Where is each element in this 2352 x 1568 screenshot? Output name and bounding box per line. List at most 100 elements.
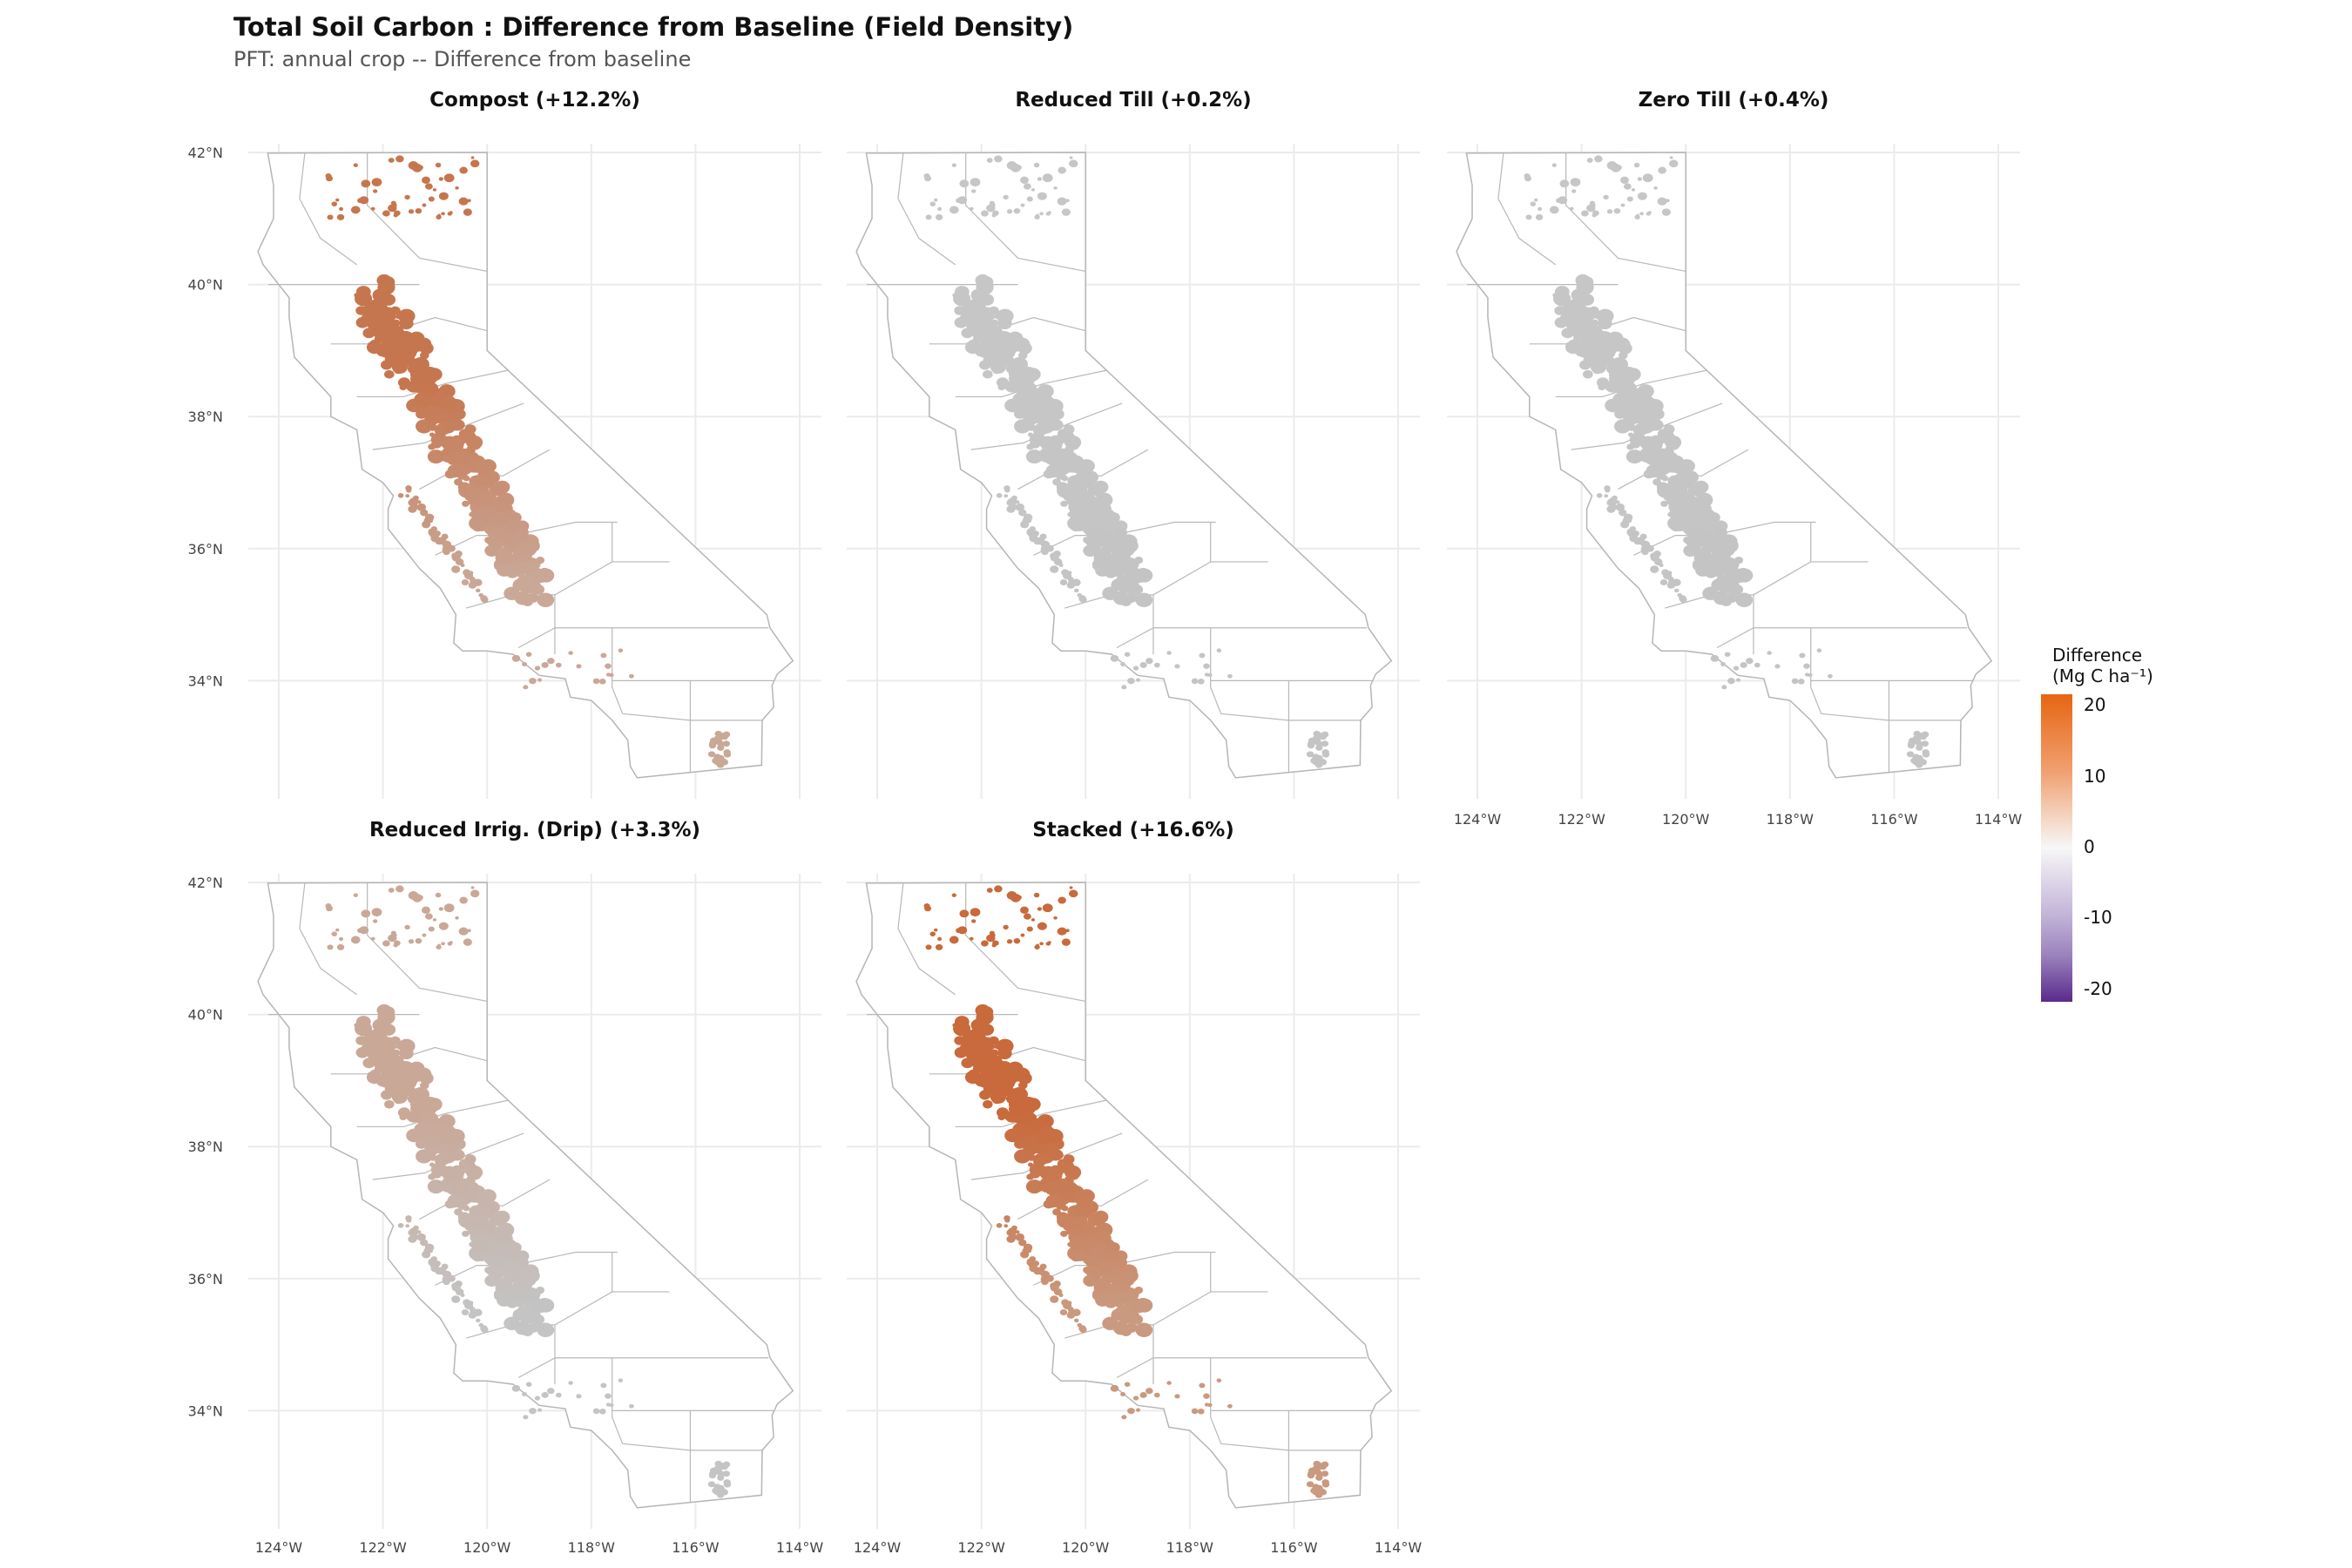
crop-cell: [1707, 554, 1716, 561]
crop-cell: [522, 662, 527, 667]
crop-cell: [1050, 554, 1059, 562]
crop-cell: [1199, 652, 1206, 659]
crop-cell: [1120, 662, 1125, 667]
crop-cell: [1670, 488, 1685, 501]
crop-cell: [1093, 1278, 1109, 1291]
crop-cell: [1166, 1381, 1172, 1385]
crop-cell: [1631, 188, 1636, 192]
crop-cell: [1567, 306, 1582, 319]
crop-cell: [1318, 1488, 1326, 1495]
crop-cell: [416, 1233, 427, 1241]
crop-cell: [1581, 210, 1589, 217]
crop-cell: [980, 1025, 988, 1031]
crop-cell: [1799, 652, 1806, 659]
crop-cell: [1227, 1403, 1233, 1409]
crop-cell: [368, 306, 383, 319]
crop-cell: [378, 323, 390, 333]
chart-title: Total Soil Carbon : Difference from Base…: [233, 12, 1074, 42]
crop-cell: [469, 571, 474, 575]
crop-cell: [357, 198, 364, 204]
crop-cell: [537, 1298, 555, 1313]
county-boundary: [612, 1357, 624, 1444]
crop-cell: [1042, 903, 1053, 913]
crop-cell: [951, 163, 956, 167]
crop-cell: [1648, 418, 1664, 431]
crop-cell: [983, 1044, 991, 1051]
crop-cell: [451, 554, 461, 562]
y-tick-label: 38°N: [188, 1139, 223, 1155]
crop-cell: [467, 1177, 476, 1185]
crop-cell: [374, 1063, 381, 1068]
crop-cell: [441, 1263, 449, 1270]
crop-cell: [980, 295, 988, 301]
x-tick-label: 116°W: [1870, 811, 1918, 828]
crop-cell: [959, 909, 970, 918]
crop-cell: [384, 369, 395, 379]
x-tick-label: 118°W: [1166, 1539, 1214, 1556]
crop-cell: [1639, 212, 1644, 216]
crop-cell: [1620, 176, 1629, 184]
crop-cell: [1576, 280, 1594, 295]
crop-cell: [1051, 449, 1069, 464]
crop-cell: [1695, 501, 1709, 513]
crop-cell: [1020, 906, 1029, 914]
crop-cell: [1092, 480, 1109, 494]
crop-cell: [449, 418, 465, 431]
crop-cell: [555, 662, 562, 668]
crop-cell: [370, 206, 375, 211]
map-panel: 124°W 122°W 120°W 118°W 116°W 114°W: [847, 874, 1422, 1556]
crop-cell: [523, 1415, 529, 1420]
crop-cell: [1010, 504, 1017, 508]
crop-cell: [350, 936, 361, 944]
crop-cell: [325, 173, 332, 179]
crop-cell: [436, 214, 442, 220]
crop-cell: [1914, 739, 1922, 746]
crop-cell: [1095, 1231, 1109, 1243]
crop-cell: [425, 514, 435, 522]
crop-cell: [1668, 159, 1679, 168]
crop-cell: [495, 548, 510, 561]
crop-cell: [988, 1036, 999, 1045]
crop-cell: [355, 306, 367, 315]
crop-cell: [335, 928, 340, 932]
crop-cell: [1653, 455, 1659, 461]
crop-cell: [1135, 592, 1153, 608]
crop-cell: [1013, 337, 1031, 352]
crop-cell: [1023, 913, 1031, 920]
crop-cell: [1207, 1402, 1213, 1408]
crop-cell: [935, 943, 943, 950]
crop-cell: [1715, 574, 1734, 590]
crop-cell: [1717, 561, 1732, 574]
crop-cell: [1040, 1184, 1051, 1193]
crop-cell: [1042, 173, 1053, 183]
crop-cell: [441, 212, 445, 216]
crop-cell: [1136, 1408, 1140, 1412]
crop-cell: [1018, 1154, 1027, 1161]
map-panel: [847, 144, 1420, 799]
crop-cell: [1583, 369, 1593, 379]
crop-cell: [408, 209, 415, 214]
y-tick-label: 40°N: [188, 277, 223, 294]
crop-cell: [1124, 1382, 1131, 1387]
crop-cell: [398, 335, 416, 348]
crop-cell: [1099, 1262, 1112, 1274]
crop-cell: [423, 405, 440, 419]
crop-cell: [1524, 173, 1531, 179]
crop-cell: [1203, 1393, 1210, 1399]
crop-cell: [1132, 666, 1139, 671]
crop-cell: [1033, 1157, 1043, 1166]
crop-cell: [1597, 335, 1614, 348]
crop-cell: [1061, 468, 1069, 475]
crop-cell: [972, 1024, 981, 1031]
x-tick-label: 114°W: [776, 1539, 824, 1556]
crop-cell: [1131, 585, 1144, 595]
crop-cell: [1580, 295, 1588, 301]
crop-cell: [1069, 156, 1073, 159]
crop-cell: [425, 1244, 435, 1252]
crop-cell: [1023, 183, 1031, 190]
crop-cell: [1107, 1292, 1121, 1303]
crop-cell: [1321, 1481, 1330, 1488]
crop-cell: [1012, 392, 1031, 408]
x-tick-label: 124°W: [1454, 811, 1502, 828]
